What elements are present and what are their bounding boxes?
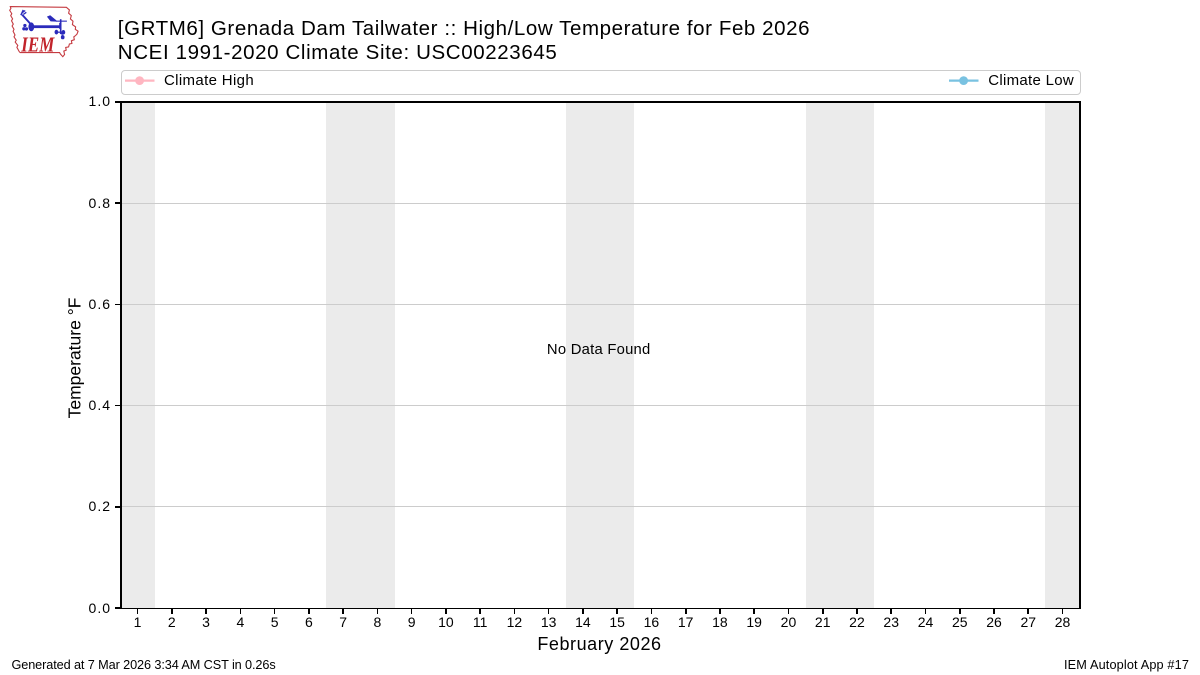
svg-text:IEM: IEM bbox=[20, 32, 55, 56]
